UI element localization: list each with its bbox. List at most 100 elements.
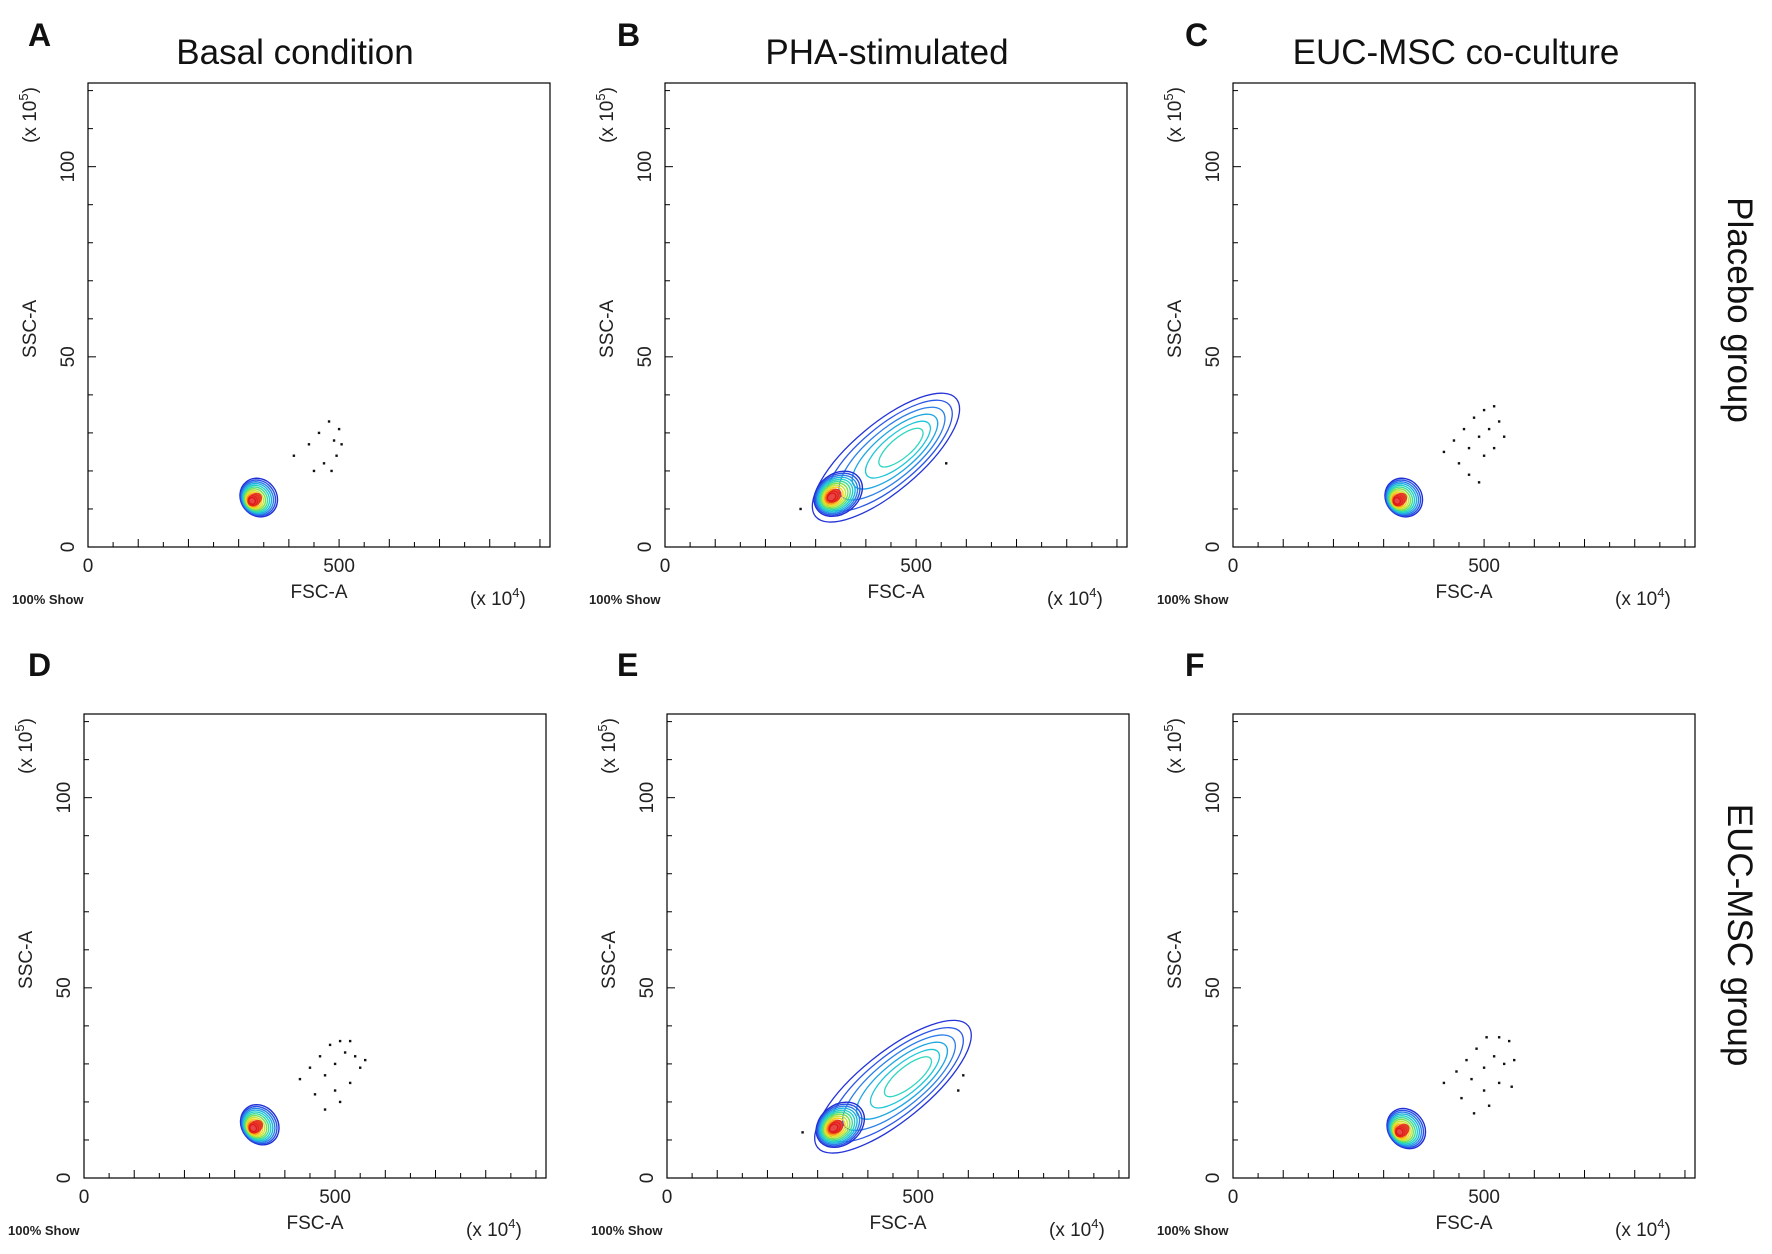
event-dot xyxy=(348,1039,352,1043)
y-tick-label: 100 xyxy=(54,782,75,814)
event-dot xyxy=(1477,435,1481,438)
x-axis-label: FSC-A xyxy=(291,582,348,603)
y-tick-label: 100 xyxy=(1203,151,1224,183)
event-dot xyxy=(313,1093,317,1096)
event-dot xyxy=(1487,1104,1491,1107)
event-dot xyxy=(1482,1089,1486,1092)
population-contour xyxy=(820,1109,856,1143)
panel-letter: C xyxy=(1185,17,1208,53)
show-label: 100% Show xyxy=(1157,592,1229,607)
y-tick-label: 0 xyxy=(1203,1173,1224,1184)
population-contour xyxy=(813,470,864,518)
x-axis-label: FSC-A xyxy=(868,582,925,603)
event-dot xyxy=(1442,450,1446,454)
event-dot xyxy=(337,427,341,431)
event-dot xyxy=(1502,435,1506,438)
population-core xyxy=(1394,1123,1410,1138)
event-dot xyxy=(1457,462,1461,465)
row-title-placebo: Placebo group xyxy=(1720,197,1759,423)
event-dot xyxy=(1455,1070,1458,1073)
event-dot xyxy=(1492,446,1496,450)
y-scale-label: (x 105) xyxy=(1161,87,1186,143)
event-dot xyxy=(1482,1066,1486,1069)
tail-contour xyxy=(811,392,961,523)
y-axis-label: SSC-A xyxy=(597,300,618,358)
x-scale-label: (x 104) xyxy=(470,585,526,610)
tail-contour xyxy=(814,1019,972,1154)
tail-contour xyxy=(883,1056,933,1098)
event-dot xyxy=(1485,1036,1488,1039)
population-contour xyxy=(823,1115,849,1139)
y-tick-label: 50 xyxy=(637,977,658,998)
panel-letter: D xyxy=(28,647,51,683)
event-dot xyxy=(945,462,948,465)
population-contour xyxy=(819,1107,858,1144)
tail-contour xyxy=(864,420,931,479)
event-dot xyxy=(1475,1047,1478,1050)
plot-frame xyxy=(666,713,1130,1179)
y-tick-label: 50 xyxy=(1203,977,1224,998)
y-scale-label: (x 105) xyxy=(595,718,620,774)
y-tick-label: 50 xyxy=(635,346,656,367)
event-dot xyxy=(333,1062,337,1066)
x-axis-label: FSC-A xyxy=(287,1213,344,1234)
column-title-basal: Basal condition xyxy=(176,33,413,72)
tail-contour xyxy=(841,1034,957,1132)
event-dot xyxy=(332,439,336,442)
event-dot xyxy=(340,443,343,446)
event-dot xyxy=(1462,427,1466,431)
event-dot xyxy=(1502,1062,1506,1066)
event-dot xyxy=(1467,446,1471,450)
population-core xyxy=(828,1119,844,1134)
event-dot xyxy=(292,454,296,457)
tail-contour xyxy=(869,1048,941,1109)
show-label: 100% Show xyxy=(12,592,84,607)
y-tick-label: 100 xyxy=(635,151,656,183)
show-label: 100% Show xyxy=(1157,1223,1229,1238)
event-dot xyxy=(1472,1112,1476,1115)
event-dot xyxy=(343,1051,347,1054)
event-dot xyxy=(1472,416,1476,419)
event-dot xyxy=(1470,1077,1473,1081)
event-dot xyxy=(308,1066,312,1069)
event-dot xyxy=(1492,1055,1496,1058)
column-title-coculture: EUC-MSC co-culture xyxy=(1293,33,1620,72)
population-contour xyxy=(822,1113,851,1140)
y-scale-label: (x 105) xyxy=(16,87,41,143)
population-contour xyxy=(818,478,854,512)
plot-frame xyxy=(83,713,547,1179)
event-dot xyxy=(1510,1085,1513,1088)
event-dot xyxy=(335,454,338,457)
event-dot xyxy=(1482,454,1486,457)
event-dot xyxy=(327,420,331,423)
panel-b: B 0 500 0 50 100 FSC-A SSC-A 100% Show (x 104) (x … xyxy=(589,17,1128,610)
population-core xyxy=(1392,492,1408,507)
population-contour xyxy=(814,472,861,516)
event-dot xyxy=(358,1066,362,1069)
event-dot xyxy=(1492,405,1496,408)
event-dot xyxy=(1467,473,1471,476)
x-tick-label: 500 xyxy=(902,1187,934,1208)
plot-frame xyxy=(664,82,1128,548)
x-scale-label: (x 104) xyxy=(466,1216,522,1241)
event-dot xyxy=(312,469,316,473)
population-contour xyxy=(820,482,849,509)
x-tick-label: 500 xyxy=(323,556,355,577)
x-axis-label: FSC-A xyxy=(870,1213,927,1234)
event-dot xyxy=(317,431,321,435)
y-axis-label: SSC-A xyxy=(1165,300,1186,358)
event-dot xyxy=(323,1108,327,1111)
population-core xyxy=(247,492,263,507)
tail-contour xyxy=(878,427,924,468)
event-dot xyxy=(1482,408,1486,412)
y-tick-label: 50 xyxy=(54,977,75,998)
event-dot xyxy=(1477,481,1481,484)
plot-frame xyxy=(87,82,551,548)
event-dot xyxy=(330,469,333,473)
y-scale-label: (x 105) xyxy=(12,718,37,774)
panel-c: C 0 500 0 50 100 FSC-A SSC-A 100% Show (x 104) (x … xyxy=(1157,17,1696,610)
event-dot xyxy=(1497,1036,1501,1039)
event-dot xyxy=(318,1055,322,1058)
population-core xyxy=(248,1119,264,1134)
event-dot xyxy=(1465,1058,1468,1062)
